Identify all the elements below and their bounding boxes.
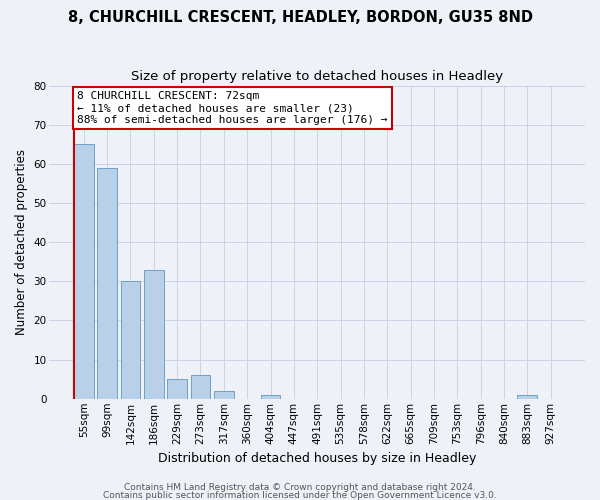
Bar [260,395,280,399]
Text: 8, CHURCHILL CRESCENT, HEADLEY, BORDON, GU35 8ND: 8, CHURCHILL CRESCENT, HEADLEY, BORDON, … [67,10,533,25]
Text: 8 CHURCHILL CRESCENT: 72sqm
← 11% of detached houses are smaller (23)
88% of sem: 8 CHURCHILL CRESCENT: 72sqm ← 11% of det… [77,92,388,124]
Bar [191,376,211,399]
Text: Contains public sector information licensed under the Open Government Licence v3: Contains public sector information licen… [103,491,497,500]
Bar [97,168,117,399]
Bar [214,391,234,399]
Bar [167,379,187,399]
Y-axis label: Number of detached properties: Number of detached properties [15,149,28,335]
Bar [121,282,140,399]
Text: Contains HM Land Registry data © Crown copyright and database right 2024.: Contains HM Land Registry data © Crown c… [124,484,476,492]
Title: Size of property relative to detached houses in Headley: Size of property relative to detached ho… [131,70,503,83]
Bar [144,270,164,399]
Bar [517,395,538,399]
X-axis label: Distribution of detached houses by size in Headley: Distribution of detached houses by size … [158,452,476,465]
Bar [74,144,94,399]
